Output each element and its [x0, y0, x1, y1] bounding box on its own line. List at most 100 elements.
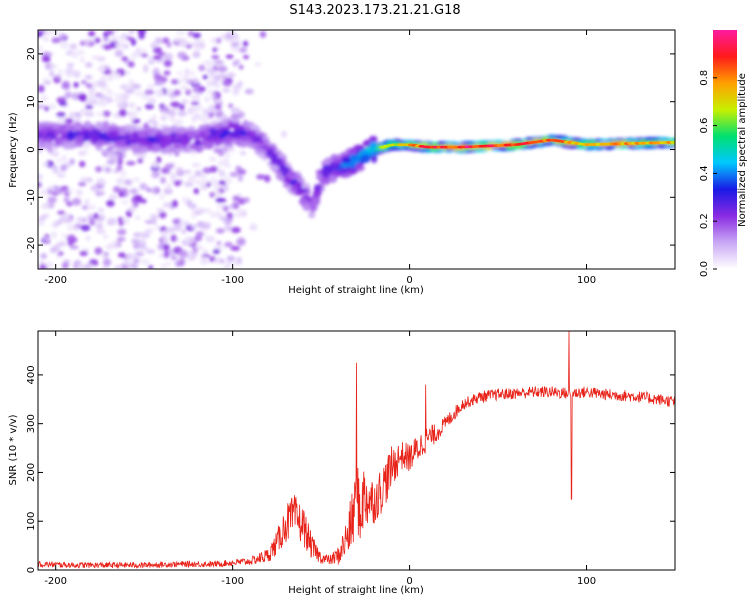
heatmap-cell — [218, 170, 225, 176]
spectrogram-y-tick-label: -20 — [26, 237, 37, 253]
heatmap-cell — [85, 235, 91, 242]
heatmap-cell — [66, 234, 76, 243]
heatmap-cell — [38, 104, 46, 110]
heatmap-cell — [88, 30, 96, 37]
heatmap-cell — [121, 199, 129, 205]
heatmap-cell — [53, 129, 61, 137]
heatmap-cell — [195, 231, 204, 237]
heatmap-cell — [192, 77, 199, 85]
heatmap-cell — [69, 43, 78, 50]
heatmap-cell — [211, 55, 220, 60]
snr-x-label: Height of straight line (km) — [288, 585, 424, 596]
heatmap-cell — [76, 216, 85, 223]
heatmap-cell — [165, 183, 172, 191]
heatmap-cell — [131, 83, 141, 90]
heatmap-cell — [222, 136, 233, 143]
colorbar-label: Normalized spectral amplitude — [737, 73, 748, 227]
snr-y-tick-label: 0 — [26, 567, 37, 573]
heatmap-cell — [228, 103, 234, 109]
heatmap-cell — [209, 127, 217, 135]
heatmap-cell — [309, 204, 317, 213]
heatmap-cell — [202, 248, 209, 254]
heatmap-cell — [213, 78, 220, 83]
snr-y-tick-label: 400 — [26, 365, 37, 384]
heatmap-cell — [148, 265, 154, 269]
heatmap-cell — [134, 90, 145, 97]
colorbar-ticks: 0.0 0.2 0.4 0.6 0.8 — [699, 70, 717, 277]
heatmap-cell — [107, 75, 114, 82]
heatmap-cell — [669, 140, 675, 144]
heatmap-cell — [100, 266, 110, 269]
heatmap-cell — [109, 152, 120, 160]
heatmap-cell — [185, 44, 193, 49]
heatmap-cell — [103, 44, 113, 51]
heatmap-cell — [41, 162, 49, 167]
heatmap-cell — [160, 176, 166, 184]
heatmap-cell — [89, 99, 98, 105]
heatmap-cell — [237, 80, 243, 87]
heatmap-cell — [40, 204, 50, 209]
heatmap-cell — [214, 104, 222, 110]
heatmap-cell — [217, 159, 226, 166]
heatmap-cell — [140, 53, 149, 58]
heatmap-cell — [205, 235, 215, 243]
heatmap-cell — [184, 181, 194, 187]
heatmap-cell — [152, 143, 161, 151]
heatmap-cell — [98, 214, 105, 221]
heatmap-cell — [620, 144, 629, 149]
heatmap-cell — [290, 185, 298, 193]
heatmap-cell — [243, 54, 250, 60]
heatmap-cell — [195, 244, 204, 251]
heatmap-cell — [160, 105, 170, 114]
heatmap-cell — [461, 140, 474, 145]
colorbar-tick-label: 0.8 — [699, 70, 710, 86]
heatmap-cell — [333, 158, 343, 164]
spectrogram-x-ticks: -200 -100 0 100 — [44, 30, 596, 286]
heatmap-cell — [136, 106, 142, 112]
spectrogram-heatmap — [38, 30, 675, 269]
heatmap-cell — [65, 72, 74, 78]
heatmap-cell — [158, 253, 165, 258]
heatmap-cell — [160, 230, 169, 239]
heatmap-cell — [56, 241, 67, 247]
heatmap-cell — [218, 198, 227, 203]
heatmap-cell — [213, 59, 224, 65]
heatmap-cell — [233, 59, 241, 65]
heatmap-cell — [181, 196, 190, 203]
heatmap-cell — [206, 79, 214, 88]
heatmap-cell — [233, 123, 240, 130]
heatmap-cell — [254, 135, 262, 142]
heatmap-cell — [604, 146, 614, 150]
spectrogram-x-label: Height of straight line (km) — [288, 285, 424, 296]
heatmap-cell — [90, 80, 100, 88]
heatmap-cell — [202, 108, 210, 115]
heatmap-cell — [192, 51, 201, 58]
heatmap-cell — [41, 125, 50, 131]
heatmap-cell — [176, 30, 186, 35]
heatmap-cell — [165, 261, 171, 267]
spectrogram-blobs — [38, 30, 675, 269]
heatmap-cell — [218, 215, 229, 221]
snr-x-tick-label: -100 — [221, 576, 244, 587]
heatmap-cell — [90, 128, 99, 136]
heatmap-cell — [166, 41, 172, 48]
heatmap-cell — [540, 142, 554, 146]
heatmap-cell — [74, 135, 85, 142]
heatmap-cell — [177, 110, 187, 117]
heatmap-cell — [128, 206, 136, 213]
heatmap-cell — [57, 173, 66, 178]
heatmap-cell — [226, 147, 235, 153]
heatmap-cell — [341, 157, 352, 164]
heatmap-cell — [238, 47, 248, 53]
heatmap-cell — [78, 182, 87, 187]
heatmap-cell — [64, 91, 73, 99]
spectrogram-y-tick-label: 0 — [26, 146, 37, 152]
heatmap-cell — [41, 213, 50, 219]
heatmap-cell — [473, 148, 483, 153]
heatmap-cell — [179, 103, 185, 111]
heatmap-cell — [118, 219, 124, 226]
heatmap-cell — [256, 174, 266, 180]
heatmap-cell — [115, 141, 125, 147]
heatmap-cell — [147, 83, 155, 89]
